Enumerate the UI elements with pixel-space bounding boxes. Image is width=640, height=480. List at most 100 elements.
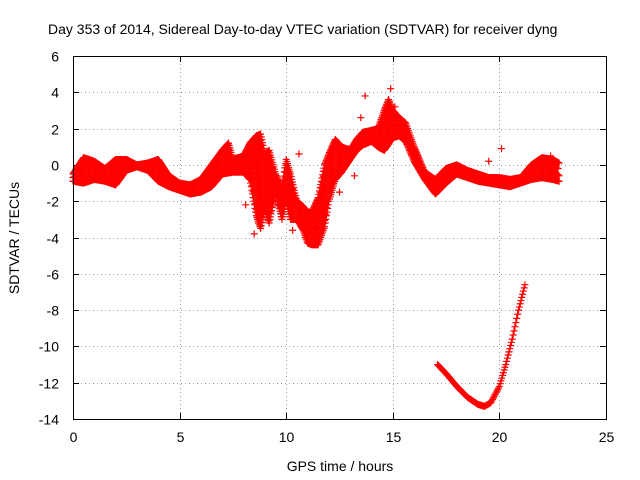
data-point-band (265, 213, 273, 221)
data-point-series-4 (516, 300, 524, 308)
data-point-series-4 (519, 290, 527, 298)
data-point-band (258, 141, 266, 149)
x-tick-label: 25 (599, 429, 615, 445)
y-tick-label: -8 (47, 303, 60, 319)
data-point-series-3 (517, 179, 525, 187)
data-point-series-3 (361, 92, 369, 100)
data-point-band (290, 190, 298, 198)
data-point-band (386, 104, 394, 112)
data-point-series-4 (508, 335, 516, 343)
data-point-band (554, 171, 562, 179)
data-point-band (267, 203, 275, 211)
data-point-series-4 (513, 314, 521, 322)
data-point-series-3 (391, 103, 399, 111)
data-point-band (278, 209, 286, 217)
data-point-series-4 (514, 310, 522, 318)
x-tick-label: 20 (492, 429, 508, 445)
data-point-band (270, 171, 278, 179)
data-point-series-4 (521, 281, 529, 289)
data-point-band (314, 235, 322, 243)
plot-frame (73, 56, 607, 420)
data-point-series-4 (506, 345, 514, 353)
data-point-band (273, 177, 281, 185)
data-point-band (257, 212, 265, 220)
data-point-series-3 (336, 188, 343, 196)
y-tick-label: -2 (47, 194, 60, 210)
data-point-band (325, 191, 333, 199)
x-tick-label: 5 (177, 429, 185, 445)
data-point-band (323, 198, 331, 206)
data-point-series-4 (495, 384, 503, 392)
data-point-series-4 (503, 357, 511, 365)
data-point-series-4 (488, 397, 496, 405)
data-point-band (155, 162, 163, 170)
data-point-series-1 (385, 96, 393, 104)
data-point-band (257, 136, 265, 144)
data-point-band (268, 164, 276, 172)
data-point-series-4 (512, 319, 520, 327)
data-point-band (259, 146, 267, 154)
data-point-series-2 (266, 216, 274, 224)
data-point-band (387, 107, 395, 115)
data-point-band (269, 192, 277, 200)
data-point-band (289, 185, 297, 193)
data-point-series-4 (493, 387, 501, 395)
data-point-band (163, 173, 171, 181)
data-point-series-4 (509, 331, 517, 339)
data-point-band (510, 178, 518, 186)
data-point-series-3 (350, 172, 358, 180)
data-point-series-3 (357, 114, 365, 122)
data-point-band (324, 197, 332, 205)
data-point-series-4 (503, 354, 511, 362)
y-tick-label: -4 (47, 231, 60, 247)
data-point-series-4 (502, 361, 510, 369)
data-point-band (269, 168, 277, 176)
data-point-series-4 (510, 327, 518, 335)
y-tick-label: -14 (39, 412, 59, 428)
x-tick-label: 10 (279, 429, 295, 445)
data-point-band (317, 226, 325, 234)
data-point-series-4 (518, 293, 526, 301)
data-point-band (285, 172, 293, 180)
data-point-band (265, 207, 273, 215)
data-point-series-4 (511, 323, 519, 331)
data-point-series-4 (491, 390, 499, 398)
data-point-band (292, 198, 300, 206)
data-point-series-4 (489, 395, 497, 403)
data-point-series-3 (295, 150, 303, 158)
data-point-band (328, 180, 336, 188)
data-point-band (284, 169, 292, 177)
data-point-band (266, 156, 274, 164)
chart-title: Day 353 of 2014, Sidereal Day-to-day VTE… (48, 21, 557, 37)
data-point-band (258, 147, 266, 155)
data-point-band (265, 152, 273, 160)
data-point-series-3 (547, 152, 555, 160)
y-tick-label: 4 (51, 85, 59, 101)
data-point-band (272, 176, 280, 184)
y-tick-label: -10 (39, 339, 59, 355)
data-point-band (320, 220, 328, 228)
data-point-series-4 (490, 392, 498, 400)
x-axis-label: GPS time / hours (287, 458, 394, 474)
data-point-series-1 (555, 159, 563, 167)
data-point-series-2 (256, 223, 264, 231)
data-point-series-1 (385, 97, 393, 105)
y-tick-label: 2 (51, 122, 59, 138)
data-point-series-3 (387, 85, 395, 93)
data-point-band (128, 161, 136, 169)
data-point-band (258, 207, 266, 215)
y-tick-label: 0 (51, 158, 59, 174)
data-point-band (260, 151, 268, 159)
tick-labels: 0 5 10 15 20 25 -14 -12 -10 -8 -6 -4 -2 0 2 4 6 (39, 49, 615, 446)
data-point-series-4 (507, 341, 515, 349)
data-point-band (401, 124, 409, 132)
data-point-band (274, 180, 282, 188)
y-axis-label: SDTVAR / TECUs (6, 182, 22, 294)
data-point-series-4 (507, 338, 515, 346)
data-point-band (412, 152, 420, 160)
data-point-band (267, 160, 275, 168)
data-point-band (321, 216, 329, 224)
data-point-band (267, 197, 275, 205)
x-tick-label: 15 (386, 429, 402, 445)
data-point-series-4 (487, 399, 495, 407)
